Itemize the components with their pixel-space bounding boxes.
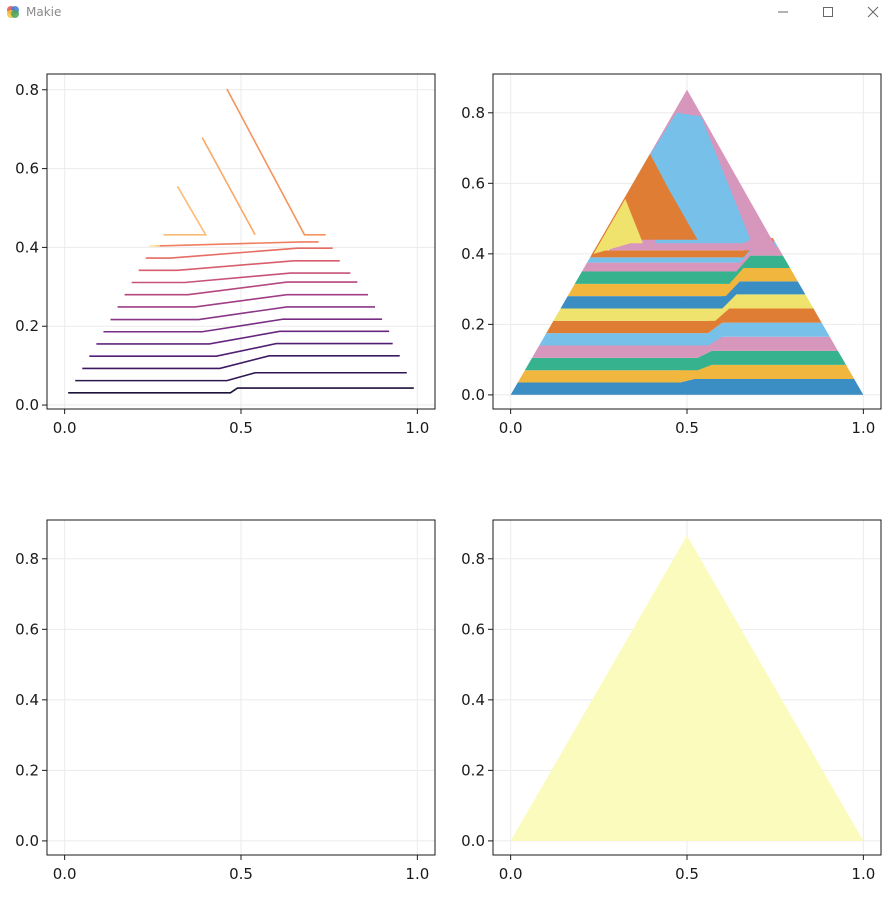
x-tick-label: 0.0: [53, 419, 77, 437]
series-line: [201, 137, 256, 236]
series-line: [89, 342, 393, 357]
series-line: [138, 260, 340, 272]
series-line: [226, 88, 326, 236]
series-line: [110, 306, 376, 321]
y-tick-label: 0.0: [461, 832, 485, 850]
x-tick-label: 1.0: [405, 419, 429, 437]
y-tick-label: 0.4: [15, 691, 39, 709]
contour-band: [510, 350, 864, 371]
y-tick-label: 0.0: [15, 396, 39, 414]
y-tick-label: 0.8: [461, 104, 485, 122]
y-tick-label: 0.2: [15, 317, 39, 335]
series-line: [82, 354, 400, 370]
series-line: [68, 387, 414, 394]
window-titlebar: Makie: [0, 0, 893, 26]
plot-content: [510, 535, 864, 841]
x-tick-label: 1.0: [851, 865, 875, 883]
y-tick-label: 0.6: [15, 160, 39, 178]
close-icon: [867, 6, 879, 18]
x-tick-label: 0.5: [675, 419, 699, 437]
series-line: [75, 371, 407, 382]
y-tick-label: 0.2: [461, 315, 485, 333]
series-line: [117, 293, 368, 308]
series-line: [124, 281, 358, 296]
y-tick-label: 0.8: [15, 550, 39, 568]
y-tick-label: 0.8: [15, 81, 39, 99]
series-line: [163, 185, 208, 236]
x-tick-label: 1.0: [405, 865, 429, 883]
contour-band: [510, 379, 864, 395]
series-line: [96, 330, 390, 345]
y-tick-label: 0.4: [461, 245, 485, 263]
contour-band: [510, 364, 864, 383]
maximize-icon: [823, 7, 833, 17]
x-tick-label: 0.5: [229, 865, 253, 883]
y-tick-label: 0.0: [461, 386, 485, 404]
y-tick-label: 0.6: [461, 174, 485, 192]
chart-bottom-left: 0.0 0.5 1.0 0.0 0.2 0.4 0.6 0.8: [15, 519, 436, 883]
y-tick-label: 0.4: [15, 238, 39, 256]
chart-top-left: 0.0 0.5 1.0 0.0 0.2 0.4 0.6 0.8: [15, 73, 436, 437]
series-line: [103, 318, 383, 333]
y-tick-label: 0.6: [15, 620, 39, 638]
y-tick-label: 0.0: [15, 832, 39, 850]
y-tick-label: 0.2: [461, 761, 485, 779]
minimize-button[interactable]: [761, 0, 805, 26]
series-line: [145, 247, 333, 259]
makie-logo-icon: [7, 6, 19, 18]
contour-band: [510, 336, 864, 358]
x-tick-label: 0.5: [675, 865, 699, 883]
x-tick-label: 0.5: [229, 419, 253, 437]
window-title: Makie: [26, 5, 62, 19]
chart-bottom-right: 0.0 0.5 1.0 0.0 0.2 0.4 0.6 0.8: [461, 519, 882, 883]
contour-region: [593, 198, 643, 254]
minimize-icon: [778, 11, 788, 13]
triangle-fill: [510, 535, 864, 841]
y-tick-label: 0.4: [461, 691, 485, 709]
x-tick-label: 0.0: [53, 865, 77, 883]
x-tick-label: 0.0: [499, 419, 523, 437]
y-tick-label: 0.6: [461, 620, 485, 638]
maximize-button[interactable]: [806, 0, 850, 26]
y-tick-label: 0.2: [15, 761, 39, 779]
x-tick-label: 1.0: [851, 419, 875, 437]
plot-content: [68, 88, 414, 394]
chart-top-right: 0.0 0.5 1.0 0.0 0.2 0.4 0.6 0.8: [461, 73, 882, 437]
series-line: [131, 272, 351, 284]
close-button[interactable]: [851, 0, 893, 26]
contour-band: [510, 322, 864, 346]
y-tick-label: 0.8: [461, 550, 485, 568]
x-tick-label: 0.0: [499, 865, 523, 883]
